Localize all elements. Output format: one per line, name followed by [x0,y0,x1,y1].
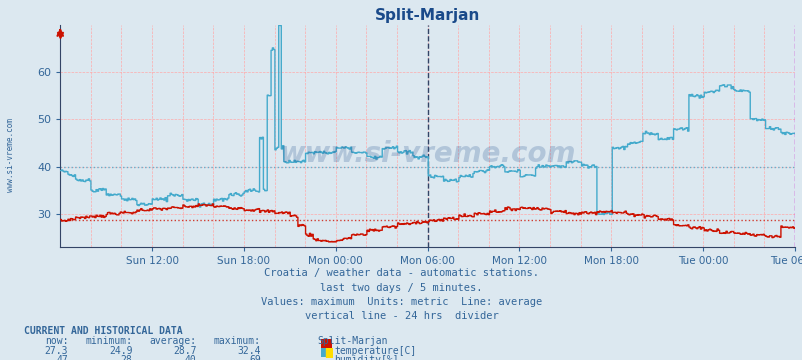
Text: last two days / 5 minutes.: last two days / 5 minutes. [320,283,482,293]
Text: now:: now: [45,336,68,346]
Text: minimum:: minimum: [85,336,132,346]
Text: Split-Marjan: Split-Marjan [317,336,387,346]
Text: Values: maximum  Units: metric  Line: average: Values: maximum Units: metric Line: aver… [261,297,541,307]
Text: maximum:: maximum: [213,336,261,346]
Text: www.si-vreme.com: www.si-vreme.com [279,140,575,168]
Text: humidity[%]: humidity[%] [334,355,398,360]
Title: Split-Marjan: Split-Marjan [375,8,480,23]
Text: vertical line - 24 hrs  divider: vertical line - 24 hrs divider [304,311,498,321]
Text: CURRENT AND HISTORICAL DATA: CURRENT AND HISTORICAL DATA [24,326,183,336]
Text: average:: average: [149,336,196,346]
Text: 32.4: 32.4 [237,346,261,356]
Text: 24.9: 24.9 [109,346,132,356]
Text: www.si-vreme.com: www.si-vreme.com [6,118,15,192]
Text: Croatia / weather data - automatic stations.: Croatia / weather data - automatic stati… [264,268,538,278]
Text: 28: 28 [120,355,132,360]
Text: 69: 69 [249,355,261,360]
Text: 47: 47 [56,355,68,360]
Text: 40: 40 [184,355,196,360]
Text: 27.3: 27.3 [45,346,68,356]
Text: 28.7: 28.7 [173,346,196,356]
Text: temperature[C]: temperature[C] [334,346,415,356]
